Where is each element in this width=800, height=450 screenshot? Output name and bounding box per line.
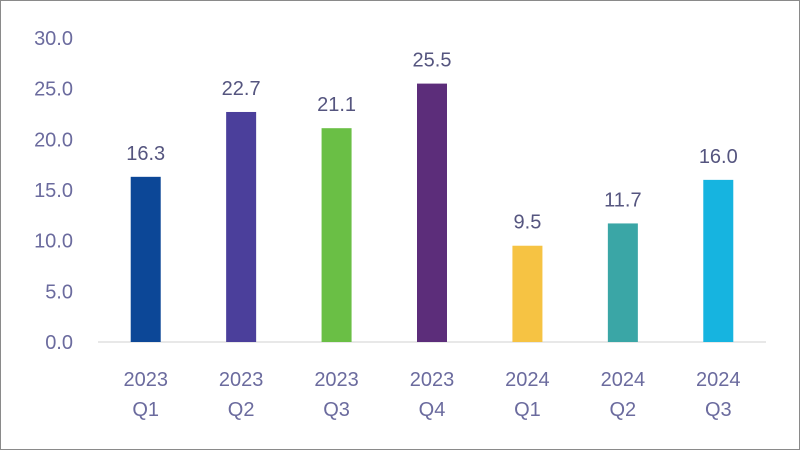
bar — [512, 245, 543, 342]
x-tick-label: Q1 — [132, 399, 159, 421]
bar — [226, 111, 257, 343]
y-tick-label: 20.0 — [34, 129, 73, 151]
data-label: 16.0 — [699, 146, 738, 168]
y-tick-label: 25.0 — [34, 79, 73, 101]
x-tick-label: Q4 — [419, 399, 446, 421]
bars — [130, 83, 734, 343]
data-label: 16.3 — [126, 143, 165, 165]
y-tick-label: 0.0 — [45, 332, 73, 354]
y-tick-label: 15.0 — [34, 180, 73, 202]
y-tick-label: 10.0 — [34, 231, 73, 253]
bar — [417, 83, 447, 342]
x-tick-label: 2023 — [123, 369, 168, 391]
x-tick-label: Q1 — [514, 399, 541, 421]
x-tick-label: Q2 — [610, 399, 637, 421]
bar — [321, 128, 352, 342]
x-tick-label: Q3 — [323, 399, 350, 421]
data-labels: 16.3 22.7 21.1 25.5 9.5 11.7 16.0 — [126, 50, 738, 234]
data-label: 11.7 — [604, 189, 641, 211]
x-tick-label: 2024 — [505, 369, 550, 391]
y-tick-label: 5.0 — [45, 281, 73, 303]
x-tick-label: Q3 — [705, 399, 732, 421]
y-axis: 0.0 5.0 10.0 15.0 20.0 25.0 30.0 — [34, 28, 73, 354]
x-tick-label: 2023 — [219, 369, 264, 391]
y-tick-label: 30.0 — [34, 28, 73, 50]
bar — [703, 179, 734, 342]
bar — [607, 223, 638, 342]
x-tick-label: 2024 — [601, 369, 646, 391]
data-label: 25.5 — [413, 50, 452, 72]
data-label: 22.7 — [222, 78, 261, 100]
x-tick-label: Q2 — [228, 399, 255, 421]
data-label: 21.1 — [317, 94, 356, 116]
x-tick-label: 2023 — [314, 369, 359, 391]
x-tick-label: 2024 — [696, 369, 741, 391]
data-label: 9.5 — [514, 212, 542, 234]
x-axis: 2023 Q1 2023 Q2 2023 Q3 2023 Q4 2024 Q1 2024 Q2 2024… — [123, 369, 740, 421]
bar — [130, 176, 161, 342]
x-tick-label: 2023 — [410, 369, 455, 391]
